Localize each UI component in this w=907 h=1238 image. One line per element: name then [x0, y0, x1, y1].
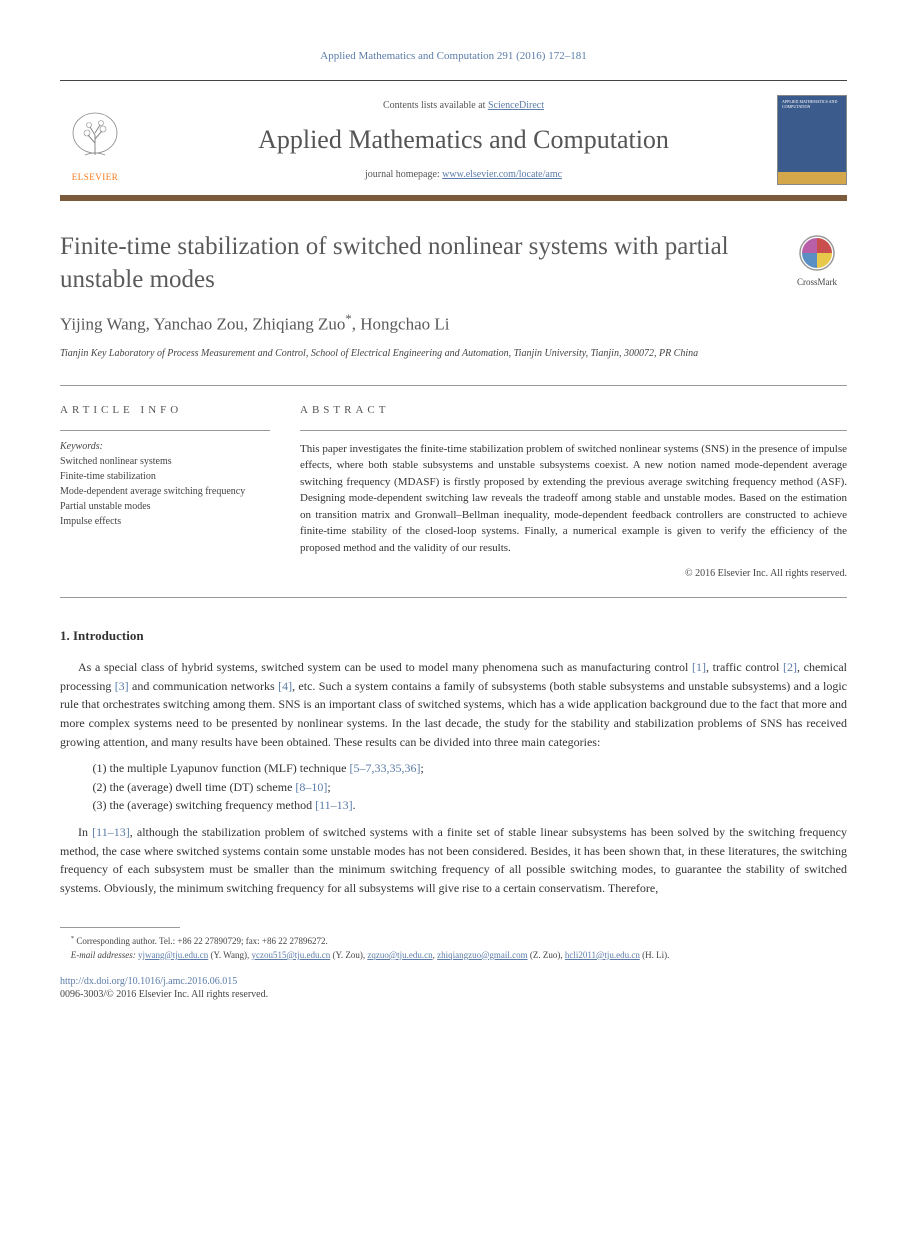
crossmark-badge[interactable]: CrossMark: [787, 235, 847, 287]
journal-banner: ELSEVIER Contents lists available at Sci…: [60, 80, 847, 201]
ref-link[interactable]: [11–13]: [315, 798, 353, 812]
corr-text: Corresponding author. Tel.: +86 22 27890…: [76, 936, 327, 946]
article-info-label: ARTICLE INFO: [60, 404, 270, 416]
ref-link[interactable]: [5–7,33,35,36]: [349, 761, 420, 775]
footnote-rule: [60, 927, 180, 928]
intro-para-1: As a special class of hybrid systems, sw…: [60, 658, 847, 751]
enum-item: (2) the (average) dwell time (DT) scheme…: [93, 778, 848, 797]
keyword-item: Finite-time stabilization: [60, 469, 270, 484]
authors-line: Yijing Wang, Yanchao Zou, Zhiqiang Zuo*,…: [60, 312, 847, 335]
intro-para-2: In [11–13], although the stabilization p…: [60, 823, 847, 897]
journal-title: Applied Mathematics and Computation: [150, 125, 777, 155]
p2-a: In: [78, 825, 92, 839]
info-divider: [60, 430, 270, 431]
keywords-label: Keywords:: [60, 441, 270, 452]
citation-header: Applied Mathematics and Computation 291 …: [60, 50, 847, 62]
email-who: (H. Li).: [640, 950, 670, 960]
divider-top: [60, 385, 847, 386]
enum-num: (1): [93, 761, 107, 775]
ref-link[interactable]: [1]: [692, 660, 706, 674]
enum-suffix: ;: [327, 780, 330, 794]
abstract-divider: [300, 430, 847, 431]
keyword-item: Partial unstable modes: [60, 499, 270, 514]
email-footnote: E-mail addresses: yjwang@tju.edu.cn (Y. …: [60, 949, 847, 963]
ref-link[interactable]: [8–10]: [295, 780, 327, 794]
ref-link[interactable]: [3]: [115, 679, 129, 693]
abstract-column: ABSTRACT This paper investigates the fin…: [300, 404, 847, 580]
email-link[interactable]: zqzuo@tju.edu.cn: [367, 950, 432, 960]
contents-available-line: Contents lists available at ScienceDirec…: [150, 100, 777, 111]
enum-suffix: ;: [420, 761, 423, 775]
intro-heading: 1. Introduction: [60, 628, 847, 644]
email-link[interactable]: hcli2011@tju.edu.cn: [565, 950, 640, 960]
article-title: Finite-time stabilization of switched no…: [60, 231, 767, 296]
homepage-link[interactable]: www.elsevier.com/locate/amc: [442, 169, 562, 180]
elsevier-tree-icon: [60, 100, 130, 180]
cover-title-text: APPLIED MATHEMATICS AND COMPUTATION: [782, 100, 842, 110]
corresponding-footnote: * Corresponding author. Tel.: +86 22 278…: [60, 934, 847, 949]
keyword-item: Impulse effects: [60, 514, 270, 529]
abstract-copyright: © 2016 Elsevier Inc. All rights reserved…: [300, 568, 847, 579]
keyword-item: Switched nonlinear systems: [60, 454, 270, 469]
enum-text: the (average) switching frequency method: [107, 798, 316, 812]
email-who: (Y. Zou),: [330, 950, 367, 960]
enum-text: the multiple Lyapunov function (MLF) tec…: [107, 761, 350, 775]
authors-main: Yijing Wang, Yanchao Zou, Zhiqiang Zuo: [60, 315, 345, 334]
cover-stripe: [778, 172, 846, 184]
email-who: (Z. Zuo),: [528, 950, 565, 960]
ref-link[interactable]: [4]: [278, 679, 292, 693]
enum-num: (3): [93, 798, 107, 812]
enum-suffix: .: [353, 798, 356, 812]
keyword-item: Mode-dependent average switching frequen…: [60, 484, 270, 499]
contents-prefix: Contents lists available at: [383, 100, 488, 111]
sciencedirect-link[interactable]: ScienceDirect: [488, 100, 544, 111]
journal-cover-thumb: APPLIED MATHEMATICS AND COMPUTATION: [777, 95, 847, 185]
doi-line[interactable]: http://dx.doi.org/10.1016/j.amc.2016.06.…: [60, 976, 847, 987]
affiliation: Tianjin Key Laboratory of Process Measur…: [60, 347, 847, 361]
crossmark-icon: [799, 235, 835, 271]
corr-marker-foot: *: [71, 935, 74, 942]
info-abstract-row: ARTICLE INFO Keywords: Switched nonlinea…: [60, 404, 847, 580]
authors-rest: , Hongchao Li: [352, 315, 450, 334]
elsevier-logo: ELSEVIER: [60, 100, 130, 180]
enum-item: (3) the (average) switching frequency me…: [93, 796, 848, 815]
enum-num: (2): [93, 780, 107, 794]
homepage-prefix: journal homepage:: [365, 169, 442, 180]
crossmark-label: CrossMark: [787, 277, 847, 287]
p1-d: and communication networks: [129, 679, 278, 693]
elsevier-brand-text: ELSEVIER: [60, 172, 130, 182]
email-link[interactable]: zhiqiangzuo@gmail.com: [437, 950, 528, 960]
p1-a: As a special class of hybrid systems, sw…: [78, 660, 692, 674]
abstract-text: This paper investigates the finite-time …: [300, 441, 847, 557]
enum-text: the (average) dwell time (DT) scheme: [107, 780, 296, 794]
homepage-line: journal homepage: www.elsevier.com/locat…: [150, 169, 777, 180]
email-who: (Y. Wang),: [208, 950, 251, 960]
enum-list: (1) the multiple Lyapunov function (MLF)…: [93, 759, 848, 815]
p1-b: , traffic control: [706, 660, 783, 674]
abstract-label: ABSTRACT: [300, 404, 847, 416]
enum-item: (1) the multiple Lyapunov function (MLF)…: [93, 759, 848, 778]
banner-center: Contents lists available at ScienceDirec…: [150, 100, 777, 180]
ref-link[interactable]: [11–13]: [92, 825, 130, 839]
email-link[interactable]: yjwang@tju.edu.cn: [138, 950, 208, 960]
email-link[interactable]: yczou515@tju.edu.cn: [251, 950, 330, 960]
ref-link[interactable]: [2]: [783, 660, 797, 674]
p2-b: , although the stabilization problem of …: [60, 825, 847, 895]
divider-bottom: [60, 597, 847, 598]
article-info-column: ARTICLE INFO Keywords: Switched nonlinea…: [60, 404, 270, 580]
issn-line: 0096-3003/© 2016 Elsevier Inc. All right…: [60, 989, 847, 1000]
title-row: Finite-time stabilization of switched no…: [60, 231, 847, 296]
email-label: E-mail addresses:: [71, 950, 138, 960]
